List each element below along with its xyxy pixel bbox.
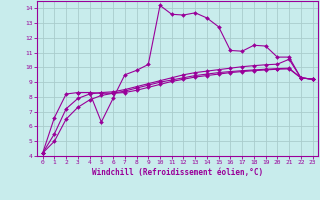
X-axis label: Windchill (Refroidissement éolien,°C): Windchill (Refroidissement éolien,°C) (92, 168, 263, 177)
